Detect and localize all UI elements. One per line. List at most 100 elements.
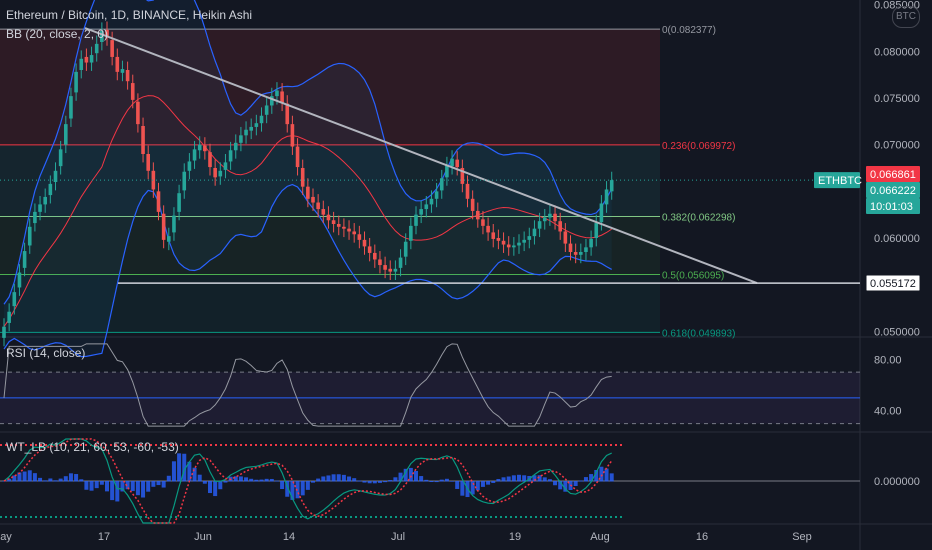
candle-body <box>465 183 470 199</box>
wt-histogram-bar <box>285 481 290 497</box>
candle-body <box>352 231 356 235</box>
candle-body <box>548 213 552 218</box>
candle-body <box>12 292 17 307</box>
candle-body <box>58 149 63 167</box>
candle-body <box>445 165 449 178</box>
wt-histogram-bar <box>496 479 501 482</box>
candle-body <box>527 236 532 240</box>
compare-symbol-badge[interactable]: BTC <box>892 6 920 28</box>
wt-histogram-bar <box>280 481 285 490</box>
candle-body <box>120 69 125 73</box>
candle-body <box>285 103 290 125</box>
wt-histogram-bar <box>589 474 594 482</box>
candle-body <box>74 71 78 93</box>
candle-body <box>599 203 604 223</box>
wt-histogram-bar <box>12 475 17 482</box>
candle-body <box>542 217 547 222</box>
wt-histogram-bar <box>377 481 382 483</box>
price-badge-text: 0.055172 <box>870 278 916 290</box>
candle-body <box>450 158 454 167</box>
candle-body <box>182 171 187 191</box>
wt-histogram-bar <box>7 478 12 482</box>
wt-histogram-bar <box>48 478 53 482</box>
candle-body <box>300 168 305 187</box>
wt-histogram-bar <box>300 481 305 496</box>
candle-body <box>311 196 315 203</box>
wt-histogram-bar <box>171 461 176 482</box>
price-tick-label: 0.060000 <box>874 233 920 245</box>
wt-histogram-bar <box>609 473 614 482</box>
candle-body <box>563 231 568 244</box>
candle-body <box>100 30 104 42</box>
candle-body <box>522 239 526 243</box>
wt-histogram-bar <box>573 481 578 487</box>
wt-histogram-bar <box>99 481 104 485</box>
time-axis-label: 17 <box>98 531 110 543</box>
wt-histogram-bar <box>583 477 588 482</box>
candle-body <box>403 241 408 257</box>
candle-body <box>187 161 192 171</box>
wt-histogram-bar <box>202 481 207 484</box>
symbol-tag <box>814 172 860 189</box>
candle-body <box>501 240 506 245</box>
rsi-indicator-label[interactable]: RSI (14, close) <box>6 346 86 360</box>
price-badge <box>866 197 920 214</box>
fib-level-label: 0.618(0.049893) <box>662 328 735 339</box>
wt-indicator-label[interactable]: WT_LB (10, 21, 60, 53, -60, -53) <box>6 440 179 454</box>
wt-histogram-bar <box>460 481 465 496</box>
wt-histogram-bar <box>414 470 418 482</box>
wt-histogram-bar <box>501 477 506 482</box>
candle-body <box>429 198 434 205</box>
candle-body <box>342 226 346 229</box>
bb-upper-band <box>3 0 613 305</box>
wt-histogram-bar <box>383 481 388 483</box>
wt-histogram-bar <box>125 481 130 490</box>
wt-histogram-bar <box>58 478 63 482</box>
wt-histogram-bar <box>110 481 115 501</box>
candle-body <box>17 272 22 288</box>
chart-title: Ethereum / Bitcoin, 1D, BINANCE, Heikin … <box>6 8 253 22</box>
candle-body <box>476 210 480 220</box>
candle-body <box>125 70 130 82</box>
wt-histogram-bar <box>455 481 460 489</box>
wt-histogram-bar <box>192 467 197 482</box>
wt-histogram-bar <box>331 474 336 482</box>
time-axis-label: 19 <box>509 531 521 543</box>
price-badge <box>865 274 921 292</box>
candle-body <box>419 209 423 215</box>
candle-body <box>264 105 269 115</box>
candle-body <box>321 209 326 215</box>
fib-level-label: 0.382(0.062298) <box>662 213 735 224</box>
wt-histogram-bar <box>326 475 331 482</box>
wt-histogram-bar <box>89 481 94 491</box>
candle-body <box>53 170 58 182</box>
price-tick-label: 0.075000 <box>874 93 920 105</box>
wt-histogram-bar <box>17 472 22 482</box>
wt-histogram-bar <box>269 478 274 482</box>
wt-histogram-bar <box>233 476 238 482</box>
candle-body <box>558 221 562 232</box>
candle-body <box>249 126 253 131</box>
wt-histogram-bar <box>177 453 182 482</box>
wt-histogram-bar <box>336 474 341 482</box>
wt-histogram-bar <box>264 478 269 482</box>
price-tick-label: 0.050000 <box>874 326 920 338</box>
wt-histogram-bar <box>135 481 140 496</box>
candle-body <box>589 238 593 248</box>
wt-histogram-bar <box>393 477 398 482</box>
wt-histogram-bar <box>403 468 408 482</box>
wt-histogram-bar <box>166 475 171 482</box>
wt-histogram-bar <box>450 481 455 482</box>
candle-body <box>532 228 537 237</box>
wt-histogram-bar <box>599 466 604 482</box>
wt-histogram-bar <box>470 481 475 495</box>
wt-histogram-bar <box>352 478 357 482</box>
bb-indicator-label[interactable]: BB (20, close, 2, 0) <box>6 27 109 41</box>
wt-histogram-bar <box>558 481 563 490</box>
candle-body <box>228 150 233 162</box>
drawn-lines[interactable] <box>0 27 860 285</box>
wt-histogram-bar <box>517 474 521 482</box>
candle-body <box>362 239 367 247</box>
wt-histogram-bar <box>79 479 84 482</box>
